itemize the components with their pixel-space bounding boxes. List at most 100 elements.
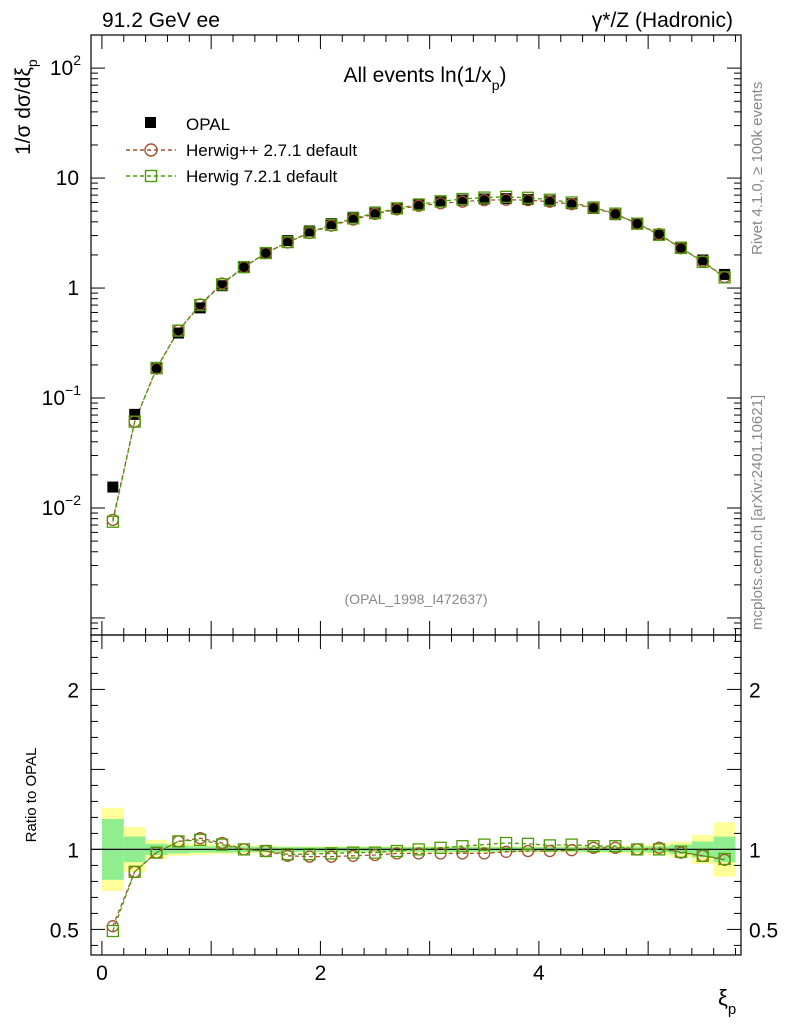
ratio-herwigpp-point [478, 847, 491, 860]
ratio-herwig7-point [543, 839, 556, 852]
legend-marker-herwigpp [144, 143, 158, 157]
main-title: All events ln(1/xp) [343, 64, 506, 93]
main-y-tick-label: 102 [50, 52, 81, 80]
herwig7-point [172, 324, 185, 337]
ratio-herwigpp-point [499, 845, 513, 858]
main-panel: 10−2 10−1 1 10 102 All events ln(1/xp) 1/σ d… [12, 34, 742, 636]
ratio-points [106, 832, 731, 938]
ratio-y-tick-label-right: 1 [749, 839, 761, 862]
ratio-y-tick-labels: 0.5 0.5 1 1 2 2 [50, 679, 778, 942]
opal-point [347, 211, 359, 223]
herwig7-point [412, 198, 425, 211]
opal-point [719, 268, 731, 280]
main-curve-herwigpp [112, 199, 725, 521]
herwig7-point [652, 228, 666, 241]
opal-point [478, 193, 490, 205]
main-curve-herwig7 [112, 196, 725, 522]
opal-point [325, 218, 337, 230]
legend-label-herwigpp: Herwig++ 2.7.1 default [186, 141, 357, 160]
opal-point [194, 302, 206, 314]
ratio-curve-herwigpp [112, 837, 725, 927]
herwig7-point [456, 192, 469, 206]
ratio-herwig7-point [150, 846, 163, 859]
ratio-herwig7-point [237, 843, 251, 856]
ratio-herwig7-point [478, 838, 491, 851]
ratio-herwig7-point [456, 840, 469, 853]
ratio-herwig7-point [303, 848, 316, 861]
ratio-herwig7-point [390, 844, 404, 858]
header-left: 91.2 GeV ee [102, 9, 220, 32]
herwig7-point [631, 217, 644, 230]
main-ylabel: 1/σ dσ/dξp [12, 59, 40, 155]
opal-point [631, 218, 643, 230]
ratio-herwig7-point [499, 836, 513, 850]
opal-point [413, 199, 425, 211]
ratio-y-tick-label-right: 0.5 [749, 919, 778, 942]
herwig7-point [609, 207, 622, 220]
ratio-curves [112, 837, 725, 932]
ratio-herwigpp-point [456, 847, 469, 860]
herwig7-point [543, 193, 556, 206]
opal-point [500, 193, 512, 205]
ratio-herwig7-point [609, 840, 622, 853]
herwig7-point [718, 271, 731, 284]
main-y-tick-labels: 10−2 10−1 1 10 102 [42, 52, 82, 520]
ratio-herwig7-point [259, 844, 272, 858]
ratio-herwig7-point [172, 835, 185, 848]
ratio-herwig7-point [215, 838, 229, 851]
ratio-herwig7-point [521, 837, 535, 850]
opal-point [172, 327, 184, 339]
ratio-ylabel: Ratio to OPAL [23, 748, 40, 843]
herwig7-point [303, 226, 316, 239]
herwig7-point [587, 201, 600, 214]
ratio-x-tick-labels: 0 2 4 [96, 962, 545, 985]
opal-point [435, 196, 447, 208]
opal-point [282, 235, 294, 247]
herwig7-point [696, 255, 709, 269]
opal-point [697, 254, 709, 266]
ratio-x-tick-label: 2 [315, 962, 327, 985]
ratio-x-tick-label: 0 [96, 962, 108, 985]
opal-point [675, 241, 687, 253]
legend-label-opal: OPAL [186, 115, 230, 134]
herwig7-point [215, 278, 229, 291]
herwig7-point [128, 415, 141, 428]
herwig7-point [325, 218, 338, 232]
herwig7-point [259, 246, 272, 260]
ratio-frame [90, 634, 742, 956]
ratio-herwig7-point [106, 924, 119, 938]
ratio-herwigpp-point [521, 844, 535, 858]
ratio-herwig7-point [281, 848, 294, 861]
ratio-x-tick-label: 4 [533, 962, 545, 985]
legend-label-herwig7: Herwig 7.2.1 default [186, 167, 337, 186]
herwig7-point [237, 260, 251, 274]
mcplots-label: mcplots.cern.ch [arXiv:2401.10621] [749, 395, 766, 630]
opal-point [544, 195, 556, 207]
ratio-ticks [91, 635, 741, 955]
main-y-tick-label: 1 [67, 277, 79, 300]
herwig7-point [347, 212, 360, 225]
ratio-y-tick-label-left: 1 [67, 839, 79, 862]
opal-point [303, 225, 315, 237]
ratio-herwig7-point [652, 843, 666, 856]
ratio-xlabel: ξp [718, 985, 736, 1018]
ratio-herwig7-point [718, 852, 731, 866]
analysis-watermark: (OPAL_1998_I472637) [345, 591, 488, 607]
herwig7-point [521, 191, 535, 204]
herwig7-point [150, 361, 163, 375]
ratio-y-tick-label-left: 2 [67, 679, 79, 702]
ratio-herwig7-point [325, 847, 338, 860]
opal-point [456, 194, 468, 206]
opal-point [653, 229, 665, 241]
opal-point [216, 280, 228, 292]
herwig7-point [565, 196, 578, 209]
ratio-herwig7-point [128, 865, 141, 878]
legend-marker-opal [145, 117, 156, 128]
herwig7-point [368, 206, 382, 220]
main-y-tick-label: 10 [56, 167, 79, 190]
ratio-herwig7-point [674, 845, 688, 858]
ratio-panel: 0.5 0.5 1 1 2 2 0 2 4 Ratio to OPAL ξp [23, 634, 778, 1018]
herwig7-point [674, 241, 688, 255]
herwig7-point [434, 195, 447, 208]
opal-point [107, 481, 119, 493]
